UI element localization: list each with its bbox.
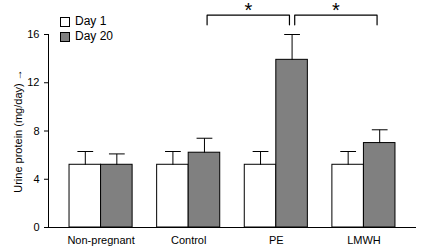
html-text:Day 20: Day 20 xyxy=(75,29,113,43)
svg-text:LMWH: LMWH xyxy=(347,234,381,246)
html-text:Day 1: Day 1 xyxy=(75,14,107,28)
svg-text:*: * xyxy=(244,0,252,21)
svg-text:12: 12 xyxy=(27,76,39,88)
svg-text:Urine protein (mg/day) →: Urine protein (mg/day) → xyxy=(12,69,24,193)
svg-text:0: 0 xyxy=(33,221,39,233)
svg-text:*: * xyxy=(332,0,340,21)
svg-text:16: 16 xyxy=(27,28,39,40)
svg-text:4: 4 xyxy=(33,173,39,185)
svg-text:Non-pregnant: Non-pregnant xyxy=(67,234,134,246)
svg-text:Control: Control xyxy=(171,234,206,246)
svg-text:8: 8 xyxy=(33,125,39,137)
svg-text:PE: PE xyxy=(269,234,284,246)
